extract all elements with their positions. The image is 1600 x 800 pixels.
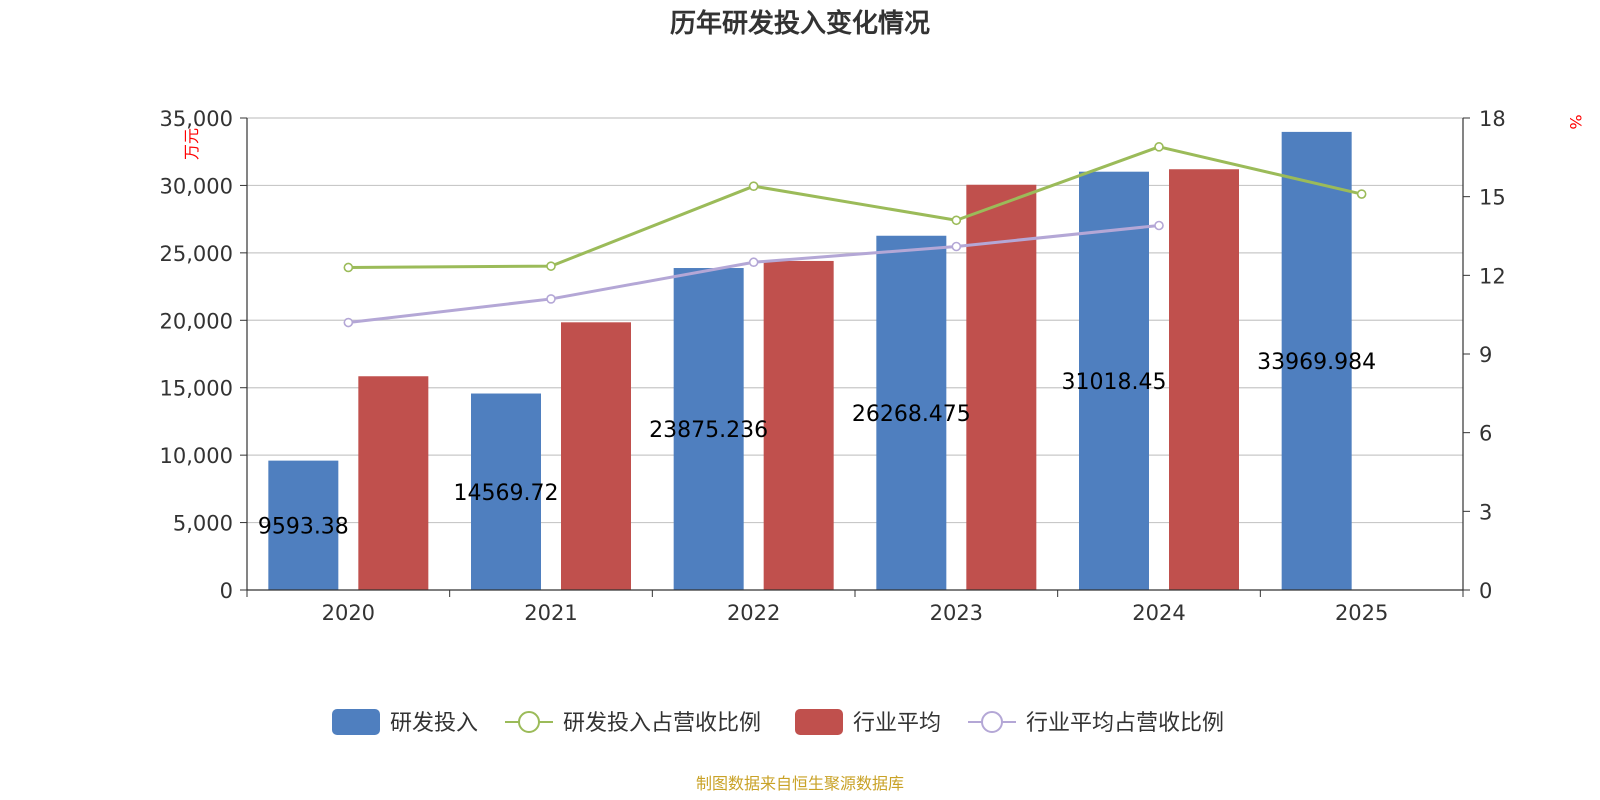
x-axis-tick-label: 2024 (1132, 601, 1185, 625)
legend-rd-ratio-marker (518, 711, 540, 733)
industry-ratio-point (343, 317, 354, 328)
right-axis-tick-label: 0 (1479, 579, 1492, 603)
legend-label: 研发投入占营收比例 (563, 711, 761, 736)
x-axis-tick-label: 2022 (727, 601, 780, 625)
legend-industry-ratio-marker (981, 711, 1003, 733)
rd-investment-bar (1281, 131, 1352, 590)
rd-ratio-point (343, 262, 354, 273)
left-axis-tick-label: 30,000 (160, 174, 233, 198)
rd-ratio-point (1154, 142, 1164, 152)
rd-ratio-point (1356, 189, 1367, 199)
rd-investment-bar (876, 235, 947, 590)
rd-ratio-point (951, 215, 962, 226)
rd-investment-data-label: 26268.475 (852, 402, 971, 427)
right-axis-tick-label: 12 (1479, 264, 1506, 288)
rd-ratio-line (348, 145, 1363, 269)
legend-label: 行业平均 (853, 711, 941, 736)
right-axis-tick-label: 6 (1479, 422, 1492, 446)
rd-ratio-point (546, 261, 556, 271)
industry-average-bar (358, 376, 429, 590)
industry-ratio-point (748, 257, 759, 268)
legend-label: 行业平均占营收比例 (1026, 711, 1224, 736)
legend: 研发投入 研发投入占营收比例 行业平均 行业平均占营收比例 (332, 709, 1224, 736)
industry-ratio-point (546, 294, 556, 304)
industry-average-bar (966, 184, 1037, 591)
industry-ratio-point (1154, 220, 1164, 231)
right-axis-tick-label: 9 (1479, 343, 1492, 367)
x-axis-tick-label: 2021 (524, 601, 577, 625)
industry-average-bar (561, 322, 631, 590)
rd-investment-bar (673, 268, 744, 590)
rd-investment-bar (268, 460, 339, 590)
rd-investment-data-label: 31018.45 (1062, 370, 1167, 395)
left-axis-tick-label: 25,000 (160, 242, 233, 266)
x-axis-tick-label: 2025 (1335, 601, 1388, 625)
left-axis-tick-label: 20,000 (160, 309, 233, 333)
right-axis-tick-label: 15 (1479, 186, 1506, 210)
industry-ratio-line (348, 224, 1160, 325)
industry-ratio-point (951, 241, 962, 252)
grid-lines (247, 117, 1463, 524)
rd-investment-data-label: 33969.984 (1257, 350, 1376, 375)
line-series (343, 142, 1367, 328)
left-axis-tick-label: 15,000 (160, 377, 233, 401)
data-source-note: 制图数据来自恒生聚源数据库 (696, 774, 904, 793)
right-axis-tick-label: 18 (1479, 107, 1506, 131)
right-axis-tick-label: 3 (1479, 500, 1492, 524)
rd-investment-data-label: 9593.38 (258, 514, 349, 539)
x-axis-tick-label: 2023 (930, 601, 983, 625)
left-axis-tick-label: 5,000 (173, 512, 233, 536)
rd-investment-data-label: 14569.72 (454, 481, 559, 506)
left-axis-tick-label: 10,000 (160, 444, 233, 468)
industry-average-bar (1169, 169, 1239, 590)
bar-series (268, 131, 1352, 591)
legend-industry-average-swatch (795, 709, 843, 735)
axes: 0 5,000 10,000 15,000 20,000 25,000 30,000 35,0… (160, 107, 1506, 625)
rd-investment-data-label: 23875.236 (649, 418, 768, 443)
left-axis-tick-label: 35,000 (160, 107, 233, 131)
left-axis-unit: 万元 (182, 128, 201, 160)
chart-title: 历年研发投入变化情况 (670, 8, 930, 39)
rd-investment-bar (1079, 171, 1149, 591)
x-axis-tick-label: 2020 (322, 601, 375, 625)
rd-investment-bar (471, 393, 541, 590)
data-labels: 9593.38 14569.72 23875.236 26268.475 31018.4… (258, 350, 1376, 539)
left-axis-tick-label: 0 (220, 579, 233, 603)
industry-average-bar (763, 260, 834, 590)
legend-rd-investment-swatch (332, 709, 380, 735)
rd-ratio-point (748, 181, 759, 191)
right-axis-unit: % (1566, 114, 1585, 129)
legend-label: 研发投入 (390, 711, 478, 736)
